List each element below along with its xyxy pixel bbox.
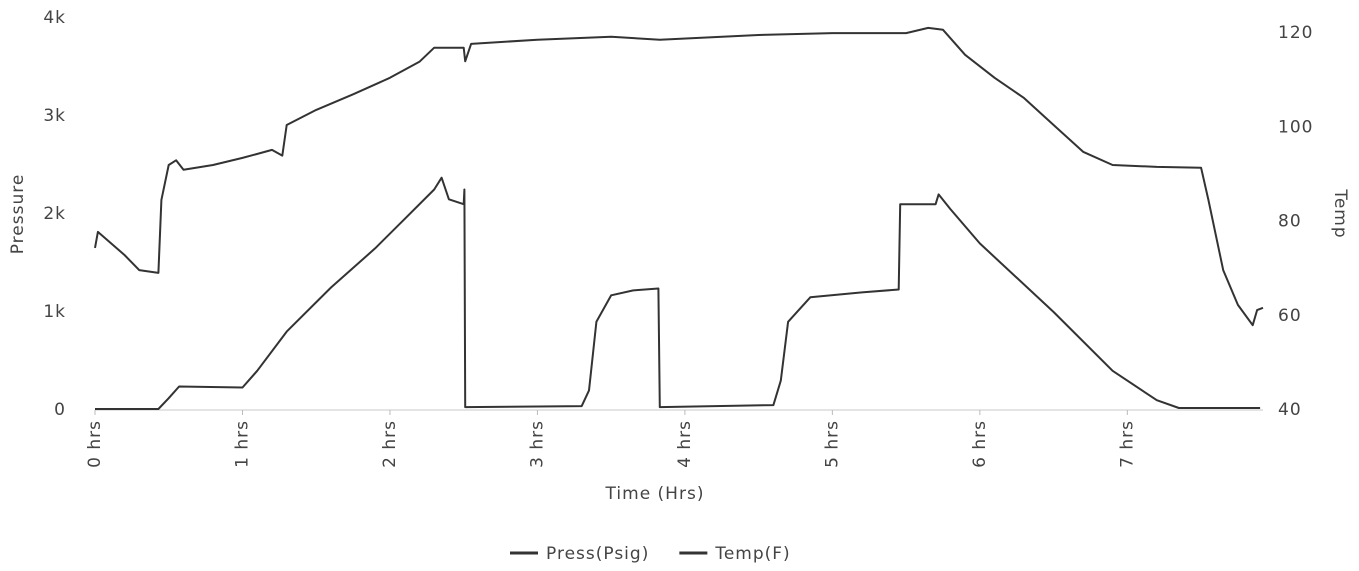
x-tick-label: 5 hrs	[822, 420, 842, 468]
y2-tick-label: 120	[1278, 23, 1313, 43]
x-tick-label: 0 hrs	[85, 420, 105, 468]
y2-tick-label: 40	[1278, 400, 1302, 420]
y-tick-label: 2k	[43, 204, 66, 224]
x-tick-label: 3 hrs	[527, 420, 547, 468]
y2-tick-label: 60	[1278, 306, 1302, 326]
y-tick-label: 3k	[43, 106, 66, 126]
x-tick-label: 7 hrs	[1117, 420, 1137, 468]
x-tick-label: 2 hrs	[380, 420, 400, 468]
legend-label: Temp(F)	[714, 544, 790, 564]
x-axis-title: Time (Hrs)	[605, 484, 705, 504]
y-tick-label: 1k	[43, 302, 66, 322]
y2-tick-label: 80	[1278, 212, 1302, 232]
y-tick-label: 4k	[43, 8, 66, 28]
y-axis-title: Pressure	[8, 174, 28, 255]
y-tick-label: 0	[54, 400, 66, 420]
x-tick-label: 4 hrs	[675, 420, 695, 468]
y2-axis-title: Temp	[1330, 188, 1350, 238]
series-line	[94, 26, 1264, 327]
series-line	[95, 176, 1261, 410]
x-tick-label: 1 hrs	[232, 420, 252, 468]
y2-tick-label: 100	[1278, 117, 1313, 137]
legend-label: Press(Psig)	[546, 544, 649, 564]
x-tick-label: 6 hrs	[970, 420, 990, 468]
